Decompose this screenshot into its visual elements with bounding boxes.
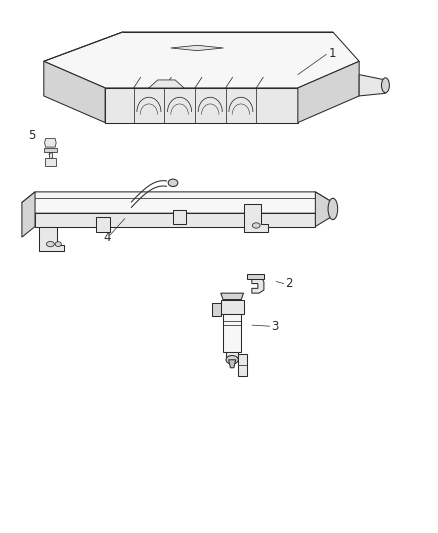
Polygon shape [22, 192, 333, 213]
Polygon shape [247, 274, 264, 279]
Polygon shape [315, 192, 333, 227]
Polygon shape [212, 303, 221, 316]
Polygon shape [221, 293, 244, 300]
Polygon shape [359, 75, 385, 96]
Polygon shape [238, 354, 247, 376]
Text: 1: 1 [328, 47, 336, 60]
Polygon shape [44, 61, 105, 123]
Polygon shape [39, 227, 64, 251]
Polygon shape [44, 148, 57, 152]
Polygon shape [96, 217, 110, 232]
Polygon shape [22, 192, 35, 237]
Polygon shape [105, 88, 298, 123]
Ellipse shape [168, 179, 178, 187]
Ellipse shape [328, 198, 338, 220]
Polygon shape [298, 61, 359, 123]
Polygon shape [149, 80, 184, 88]
Polygon shape [45, 139, 56, 147]
Polygon shape [252, 277, 264, 293]
Ellipse shape [381, 78, 389, 93]
Polygon shape [35, 213, 315, 227]
Polygon shape [45, 158, 56, 166]
Ellipse shape [46, 241, 54, 247]
Text: 2: 2 [285, 277, 292, 290]
Polygon shape [221, 300, 244, 314]
Polygon shape [226, 352, 238, 360]
Polygon shape [244, 204, 268, 232]
Polygon shape [171, 45, 223, 51]
Text: 5: 5 [28, 130, 36, 142]
Text: 4: 4 [103, 231, 110, 244]
Polygon shape [223, 314, 241, 352]
Polygon shape [229, 360, 236, 368]
Text: 3: 3 [271, 320, 278, 333]
Ellipse shape [252, 223, 260, 228]
Polygon shape [44, 32, 359, 88]
Ellipse shape [226, 356, 238, 364]
Ellipse shape [55, 241, 61, 246]
Polygon shape [173, 210, 186, 224]
